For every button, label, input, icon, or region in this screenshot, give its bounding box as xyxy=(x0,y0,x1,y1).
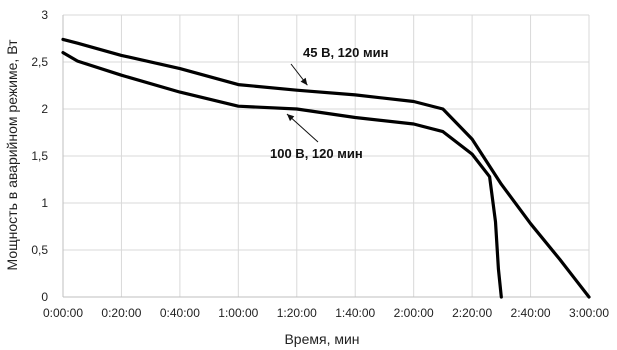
x-tick-label: 1:00:00 xyxy=(218,306,258,320)
annotation-arrowhead xyxy=(301,78,308,85)
annotation-label: 45 В, 120 мин xyxy=(303,45,388,60)
annotation-label: 100 В, 120 мин xyxy=(270,146,363,161)
y-tick-label: 2,5 xyxy=(31,55,48,69)
y-tick-label: 3 xyxy=(41,8,48,22)
x-tick-label: 0:00:00 xyxy=(43,306,83,320)
y-tick-label: 1 xyxy=(41,196,48,210)
series-layer xyxy=(63,39,589,297)
x-tick-label: 1:40:00 xyxy=(335,306,375,320)
x-axis-title: Время, мин xyxy=(284,331,359,347)
series-line-1 xyxy=(63,39,589,297)
x-tick-label: 3:00:00 xyxy=(569,306,609,320)
x-tick-label: 0:20:00 xyxy=(101,306,141,320)
y-tick-label: 0 xyxy=(41,290,48,304)
x-tick-label: 2:40:00 xyxy=(511,306,551,320)
y-tick-label: 1,5 xyxy=(31,149,48,163)
x-tick-label: 0:40:00 xyxy=(160,306,200,320)
x-tick-label: 2:00:00 xyxy=(394,306,434,320)
x-tick-label: 2:20:00 xyxy=(452,306,492,320)
x-tick-label: 1:20:00 xyxy=(277,306,317,320)
y-tick-label: 2 xyxy=(41,102,48,116)
y-tick-label: 0,5 xyxy=(31,243,48,257)
y-axis-title: Мощность в аварийном режиме, Вт xyxy=(4,39,20,271)
